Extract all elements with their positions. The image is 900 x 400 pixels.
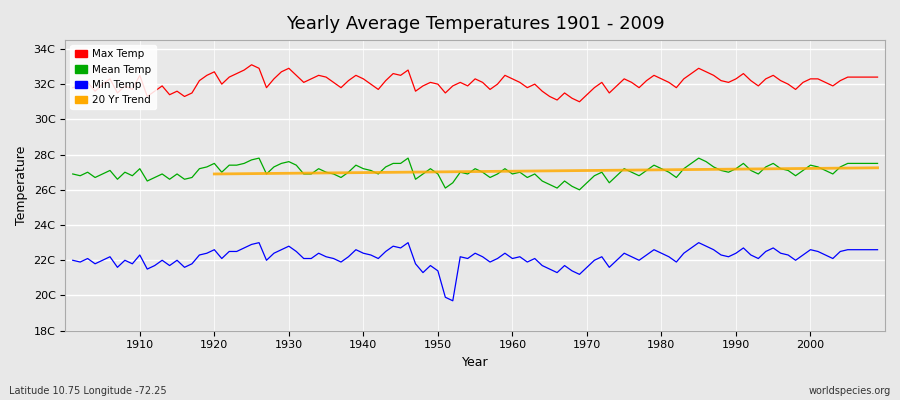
Mean Temp <box>507 172 517 176</box>
Mean Temp <box>574 188 585 192</box>
Mean Temp <box>298 172 309 176</box>
Min Temp <box>522 260 533 264</box>
Min Temp <box>447 298 458 303</box>
Y-axis label: Temperature: Temperature <box>15 146 28 225</box>
Min Temp <box>127 261 138 266</box>
Mean Temp <box>127 173 138 178</box>
Legend: Max Temp, Mean Temp, Min Temp, 20 Yr Trend: Max Temp, Mean Temp, Min Temp, 20 Yr Tre… <box>70 45 156 109</box>
Max Temp <box>872 75 883 80</box>
Max Temp <box>247 62 257 67</box>
Mean Temp <box>343 170 354 175</box>
Min Temp <box>68 258 78 263</box>
Max Temp <box>515 80 526 85</box>
Min Temp <box>343 254 354 259</box>
20 Yr Trend <box>842 166 853 170</box>
Min Temp <box>611 258 622 263</box>
Mean Temp <box>611 173 622 178</box>
Line: Min Temp: Min Temp <box>73 243 878 301</box>
Text: Latitude 10.75 Longitude -72.25: Latitude 10.75 Longitude -72.25 <box>9 386 166 396</box>
Line: Max Temp: Max Temp <box>73 65 878 102</box>
Max Temp <box>127 87 138 92</box>
20 Yr Trend <box>298 171 309 176</box>
X-axis label: Year: Year <box>462 356 489 369</box>
20 Yr Trend <box>775 166 786 171</box>
Max Temp <box>507 76 517 81</box>
Max Temp <box>574 99 585 104</box>
Line: Mean Temp: Mean Temp <box>73 158 878 190</box>
Min Temp <box>872 247 883 252</box>
Max Temp <box>611 84 622 88</box>
Min Temp <box>298 256 309 261</box>
Max Temp <box>298 80 309 85</box>
Max Temp <box>68 85 78 90</box>
Mean Temp <box>254 156 265 160</box>
Min Temp <box>254 240 265 245</box>
Mean Temp <box>515 170 526 175</box>
20 Yr Trend <box>760 166 771 171</box>
Mean Temp <box>872 161 883 166</box>
20 Yr Trend <box>670 167 681 172</box>
Line: 20 Yr Trend: 20 Yr Trend <box>214 168 878 174</box>
Min Temp <box>515 254 526 259</box>
20 Yr Trend <box>410 170 421 174</box>
20 Yr Trend <box>872 166 883 170</box>
Mean Temp <box>68 172 78 176</box>
Text: worldspecies.org: worldspecies.org <box>809 386 891 396</box>
20 Yr Trend <box>209 172 220 176</box>
Max Temp <box>343 78 354 83</box>
Title: Yearly Average Temperatures 1901 - 2009: Yearly Average Temperatures 1901 - 2009 <box>286 15 664 33</box>
